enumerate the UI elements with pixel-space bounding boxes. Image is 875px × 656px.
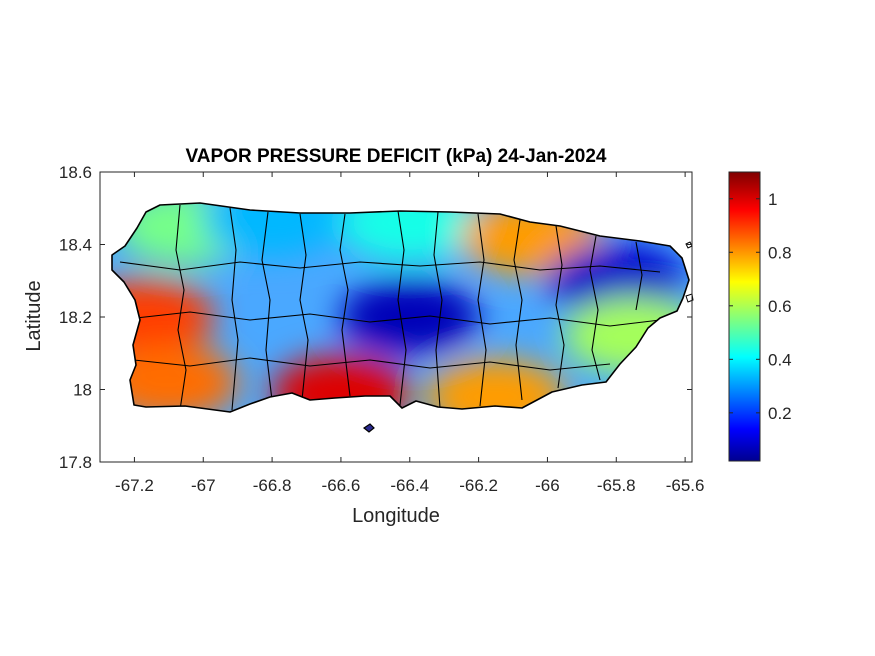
x-tick-label: -66.6 <box>322 476 361 495</box>
colorbar-tick-label: 0.8 <box>768 243 792 262</box>
field-region-9 <box>425 358 566 412</box>
x-tick-label: -66 <box>535 476 560 495</box>
y-tick-label: 18 <box>73 381 92 400</box>
colorbar-tick-label: 0.4 <box>768 350 792 369</box>
y-tick-label: 18.6 <box>59 163 92 182</box>
x-tick-label: -67.2 <box>115 476 154 495</box>
x-tick-label: -66.8 <box>253 476 292 495</box>
x-tick-label: -65.8 <box>597 476 636 495</box>
x-tick-label: -67 <box>191 476 216 495</box>
x-tick-label: -66.2 <box>459 476 498 495</box>
y-tick-label: 18.2 <box>59 308 92 327</box>
x-tick-label: -66.4 <box>390 476 429 495</box>
colorbar-ticks: 0.2 0.4 0.6 0.8 1 <box>729 190 792 423</box>
field-region-8 <box>270 355 411 412</box>
colorbar-tick-label: 1 <box>768 190 777 209</box>
y-tick-label: 18.4 <box>59 236 92 255</box>
colorbar-tick-label: 0.6 <box>768 297 792 316</box>
y-axis: 17.8 18 18.2 18.4 18.6 <box>59 163 692 472</box>
caja-de-muertos-island <box>362 423 375 433</box>
municipality-borders <box>119 204 661 411</box>
x-axis: -67.2 -67 -66.8 -66.6 -66.4 -66.2 -66 -65.8 -65.… <box>115 172 704 495</box>
y-tick-label: 17.8 <box>59 453 92 472</box>
x-axis-label: Longitude <box>352 505 440 527</box>
east-cays <box>685 293 694 303</box>
x-tick-label: -65.6 <box>666 476 705 495</box>
field-region-1 <box>202 203 343 258</box>
colorbar <box>728 171 761 462</box>
chart-title: VAPOR PRESSURE DEFICIT (kPa) 24-Jan-2024 <box>186 146 607 167</box>
island-outline <box>111 202 690 413</box>
field-region-5 <box>339 279 480 355</box>
y-axis-label: Latitude <box>23 280 45 351</box>
colorbar-tick-label: 0.2 <box>768 404 792 423</box>
